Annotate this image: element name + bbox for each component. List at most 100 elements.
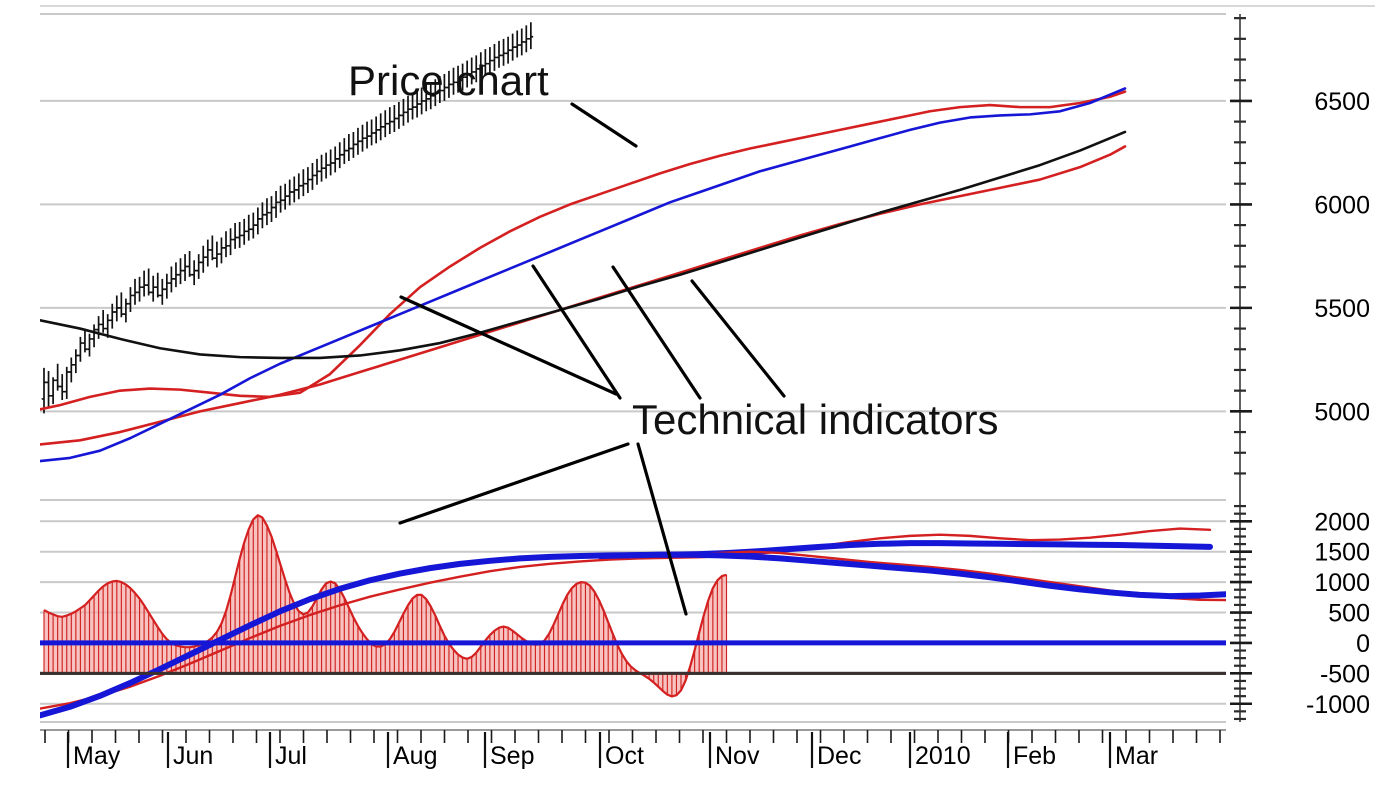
ohlc-bar xyxy=(373,116,379,144)
ohlc-bar xyxy=(114,295,120,322)
ohlc-bar xyxy=(451,67,456,95)
ohlc-bar xyxy=(169,266,174,293)
ohlc-bar xyxy=(73,349,79,374)
x-axis-month-label-Feb: Feb xyxy=(1013,742,1056,770)
ohlc-bars xyxy=(41,22,534,414)
ohlc-bar xyxy=(496,40,502,68)
ohlc-bar xyxy=(223,231,229,258)
ohlc-bar xyxy=(219,237,224,264)
ohlc-bar xyxy=(360,124,365,152)
ohlc-bar xyxy=(478,52,484,80)
ohlc-bar xyxy=(346,134,352,161)
ohlc-bar xyxy=(414,90,420,118)
x-axis-month-label-Jun: Jun xyxy=(173,742,213,770)
indicator-indicator-blue-line-right xyxy=(597,551,1226,600)
x-axis-month-label-Sep: Sep xyxy=(490,742,534,770)
price-panel xyxy=(40,22,1127,463)
ohlc-bar xyxy=(105,314,110,338)
ohlc-bar xyxy=(505,36,511,64)
ohlc-bar xyxy=(460,63,465,91)
ohlc-bar xyxy=(423,84,429,112)
ohlc-bar xyxy=(319,154,324,182)
ohlc-bar xyxy=(50,377,56,405)
ohlc-bar xyxy=(109,303,115,329)
annotation-leader-technical-indicators xyxy=(399,295,618,396)
moving-average-blue-ma xyxy=(40,87,1127,463)
x-axis-month-label-Nov: Nov xyxy=(715,742,760,770)
ohlc-bar xyxy=(128,287,133,313)
ohlc-bar xyxy=(55,363,60,391)
ohlc-bar xyxy=(405,95,411,123)
ohlc-bar xyxy=(237,221,242,248)
ohlc-bar xyxy=(483,49,488,77)
x-axis-month-label-Aug: Aug xyxy=(393,742,437,770)
ohlc-bar xyxy=(519,28,525,56)
ohlc-bar xyxy=(100,309,106,333)
ohlc-bar xyxy=(369,119,374,146)
ohlc-bar xyxy=(310,163,315,190)
ohlc-bar xyxy=(282,183,288,210)
ohlc-bar xyxy=(524,25,529,53)
ohlc-bar xyxy=(96,316,101,339)
ohlc-bar xyxy=(251,212,256,239)
ohlc-bar xyxy=(214,241,220,268)
ohlc-bar xyxy=(514,30,520,58)
ohlc-bar xyxy=(200,245,206,273)
ohlc-bar xyxy=(196,254,201,279)
y-axis-label: 5500 xyxy=(1314,295,1370,323)
ohlc-bar xyxy=(337,142,343,169)
ohlc-bar xyxy=(442,74,447,101)
x-axis-month-label-May: May xyxy=(73,742,121,770)
ohlc-bar xyxy=(210,235,215,261)
ohlc-bar xyxy=(178,258,183,285)
y-axis-label: 5000 xyxy=(1314,398,1370,426)
ohlc-bar xyxy=(155,272,161,298)
moving-average-fast-red-ma xyxy=(40,90,1127,411)
ohlc-bar xyxy=(232,223,238,249)
ohlc-bar xyxy=(382,110,388,138)
ohlc-bar xyxy=(396,101,402,129)
y-axis-label: -500 xyxy=(1320,660,1370,688)
ohlc-bar xyxy=(464,60,470,88)
ohlc-bar xyxy=(378,113,383,141)
ohlc-bar xyxy=(351,131,356,158)
ohlc-bar xyxy=(287,179,292,206)
ohlc-bar xyxy=(323,152,329,179)
ohlc-bar xyxy=(328,149,333,176)
annotation-leader-technical-indicators xyxy=(611,265,702,400)
ohlc-bar xyxy=(291,176,297,203)
ohlc-bar xyxy=(187,250,192,277)
annotation-leader-technical-indicators xyxy=(690,279,786,398)
ohlc-bar xyxy=(146,268,151,296)
ohlc-bar xyxy=(428,82,434,110)
histogram-fill xyxy=(44,515,727,697)
indicator-panel xyxy=(40,514,1226,719)
ohlc-bar xyxy=(241,218,247,245)
ohlc-bar xyxy=(410,92,415,120)
ohlc-bar xyxy=(332,146,338,173)
ohlc-bar xyxy=(273,190,279,218)
ohlc-bar xyxy=(314,158,320,185)
ohlc-bar xyxy=(401,98,406,126)
y-axis-label: 2000 xyxy=(1314,508,1370,536)
y-axis-label: -1000 xyxy=(1306,691,1370,719)
x-time-axis[interactable]: May Jun Jul Aug Sep Oct Nov Dec 2010 Feb Mar xyxy=(40,729,1226,770)
ohlc-bar xyxy=(473,55,479,83)
x-axis-month-label-Jul: Jul xyxy=(275,742,307,770)
y-axis-label: 1000 xyxy=(1314,569,1370,597)
ohlc-bar xyxy=(487,47,493,75)
ohlc-bar xyxy=(392,105,397,132)
moving-average-black-ma xyxy=(40,130,1127,360)
ohlc-bar xyxy=(59,374,65,400)
ohlc-bar xyxy=(469,57,474,85)
ohlc-bar xyxy=(419,87,424,115)
annotation-label-technical-indicators: Technical indicators xyxy=(632,396,999,443)
right-value-axis[interactable]: 50005500600065002000150010005000-500-100… xyxy=(1230,14,1370,722)
ohlc-bar xyxy=(455,65,461,93)
ohlc-bar xyxy=(510,33,515,61)
ohlc-bar xyxy=(433,79,438,107)
ohlc-bar xyxy=(387,107,393,135)
ohlc-bar xyxy=(64,366,70,399)
